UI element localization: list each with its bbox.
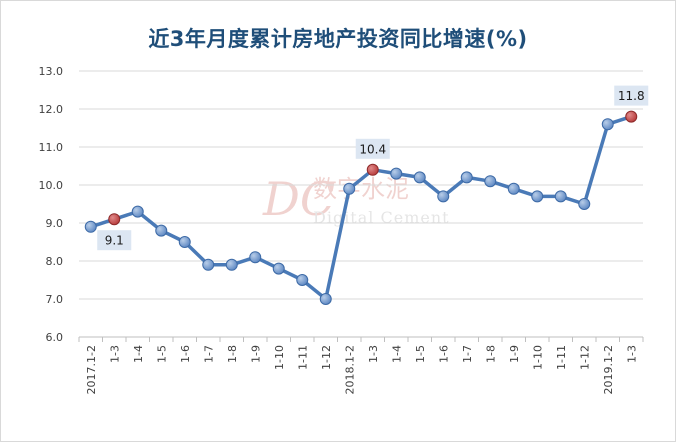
x-tick-label: 1-12 (578, 345, 591, 370)
x-tick-label: 1-12 (320, 345, 333, 370)
watermark: DC 数字水泥 Digital Cement (262, 172, 450, 227)
y-tick-label: 8.0 (46, 255, 64, 268)
watermark-logo: DC (262, 172, 335, 226)
x-tick-label: 1-11 (296, 345, 309, 370)
y-tick-label: 6.0 (46, 331, 64, 344)
data-point (131, 205, 144, 218)
data-point (202, 258, 215, 271)
y-tick-label: 7.0 (46, 293, 64, 306)
y-axis-ticks: 6.0 7.0 8.0 9.0 10.0 11.0 12.0 13.0 (39, 65, 64, 344)
x-tick-label: 2017.1-2 (85, 345, 98, 394)
x-tick-label: 1-9 (508, 345, 521, 363)
data-point (460, 171, 473, 184)
data-point (531, 190, 544, 203)
markers (84, 110, 638, 305)
x-tick-label: 1-6 (437, 345, 450, 363)
data-point (554, 190, 567, 203)
data-label: 9.1 (105, 234, 124, 248)
x-tick-label: 1-3 (108, 345, 121, 363)
x-tick-label: 1-4 (390, 345, 403, 363)
y-tick-label: 13.0 (39, 65, 64, 78)
data-point (178, 236, 191, 248)
data-point (601, 118, 614, 131)
data-labels: 9.1 10.4 11.8 (97, 85, 649, 251)
y-tick-label: 12.0 (39, 103, 64, 116)
data-point (155, 224, 168, 237)
data-label-box (355, 138, 390, 159)
data-point (249, 251, 262, 264)
x-tick-label: 1-6 (179, 345, 192, 363)
data-point (225, 258, 238, 271)
x-tick-label: 1-7 (461, 345, 474, 363)
x-tick-label: 1-10 (273, 345, 286, 370)
x-tick-label: 1-3 (625, 345, 638, 363)
data-point (296, 274, 309, 286)
x-tick-label: 1-8 (226, 345, 239, 363)
x-tick-label: 2018.1-2 (343, 345, 356, 394)
x-tick-label: 1-7 (202, 345, 215, 363)
data-label-box (97, 230, 132, 251)
x-tick-label: 1-9 (249, 345, 262, 363)
data-point-highlight (366, 163, 379, 176)
x-tick-label: 1-10 (531, 345, 544, 370)
y-tick-label: 11.0 (39, 141, 64, 154)
data-point (484, 175, 497, 188)
data-point (578, 198, 591, 210)
x-tick-label: 1-4 (132, 345, 145, 363)
gridlines (79, 70, 643, 300)
data-point-highlight (108, 213, 121, 226)
data-point (390, 167, 403, 180)
data-point (84, 220, 97, 233)
data-point-highlight (625, 110, 638, 123)
data-point (272, 262, 285, 275)
x-tick-label: 1-3 (367, 345, 380, 363)
data-point (319, 293, 332, 305)
x-axis-ticks: 2017.1-2 1-3 1-4 1-5 1-6 1-7 1-8 1-9 1-10 1-11 1-1… (78, 337, 644, 394)
y-tick-label: 9.0 (46, 217, 64, 230)
data-point (413, 171, 426, 184)
data-label: 10.4 (359, 142, 386, 156)
x-tick-label: 1-11 (555, 345, 568, 370)
data-point (437, 190, 450, 203)
x-tick-label: 1-8 (484, 345, 497, 363)
y-tick-label: 10.0 (39, 179, 64, 192)
watermark-en-text: Digital Cement (313, 208, 450, 227)
data-point (507, 182, 520, 195)
data-point (343, 182, 356, 195)
x-tick-label: 1-5 (414, 345, 427, 363)
data-label: 11.8 (618, 89, 645, 103)
data-label-box (614, 85, 649, 106)
x-tick-label: 2019.1-2 (602, 345, 615, 394)
x-tick-label: 1-5 (155, 345, 168, 363)
chart-title: 近3年月度累计房地产投资同比增速(%) (148, 27, 528, 51)
